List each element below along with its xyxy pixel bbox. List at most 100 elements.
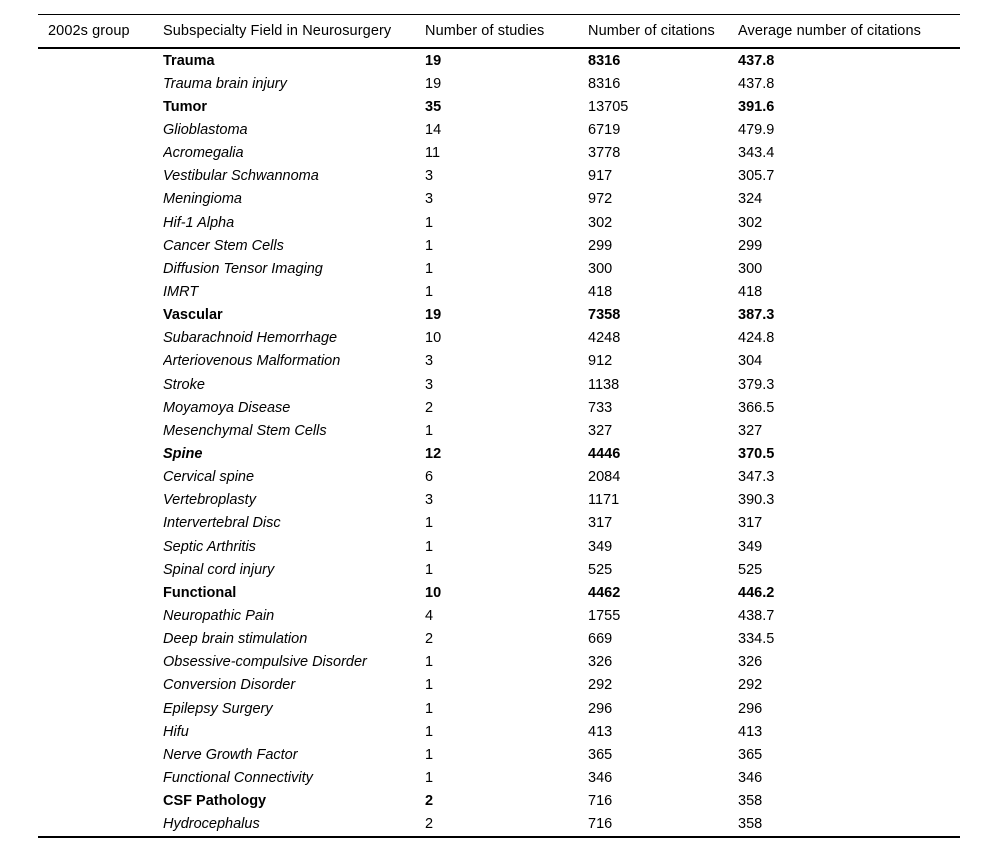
cell-avg: 365 (738, 746, 763, 763)
cell-avg: 413 (738, 723, 763, 740)
table-row: Epilepsy Surgery 1 296 296 (38, 697, 960, 720)
cell-studies: 1 (425, 654, 434, 671)
cell-studies: 19 (425, 307, 442, 324)
cell-studies: 10 (425, 330, 442, 347)
cell-field: Arteriovenous Malformation (163, 353, 341, 370)
table-row: Diffusion Tensor Imaging 1 300 300 (38, 257, 960, 280)
header-citations-column: Number of citations (588, 23, 715, 39)
cell-citations: 296 (588, 700, 613, 717)
cell-avg: 343.4 (738, 145, 775, 162)
cell-field: Conversion Disorder (163, 677, 296, 694)
header-group-column: 2002s group (48, 23, 130, 39)
cell-avg: 324 (738, 191, 763, 208)
cell-citations: 365 (588, 746, 613, 763)
table-row: Moyamoya Disease 2 733 366.5 (38, 396, 960, 419)
cell-studies: 14 (425, 121, 442, 138)
cell-field: Spinal cord injury (163, 561, 275, 578)
cell-citations: 300 (588, 260, 613, 277)
cell-avg: 349 (738, 538, 763, 555)
cell-citations: 716 (588, 816, 613, 833)
cell-field: Trauma (163, 52, 215, 69)
cell-studies: 19 (425, 52, 442, 69)
table-row: Spine 12 4446 370.5 (38, 442, 960, 465)
cell-citations: 1171 (588, 492, 620, 509)
cell-avg: 300 (738, 260, 763, 277)
table-row: Vestibular Schwannoma 3 917 305.7 (38, 165, 960, 188)
cell-citations: 326 (588, 654, 613, 671)
table-row: Conversion Disorder 1 292 292 (38, 674, 960, 697)
cell-citations: 733 (588, 399, 613, 416)
cell-field: Hydrocephalus (163, 816, 260, 833)
cell-studies: 3 (425, 492, 434, 509)
cell-citations: 6719 (588, 121, 621, 138)
cell-studies: 1 (425, 769, 434, 786)
cell-studies: 2 (425, 631, 434, 648)
cell-citations: 418 (588, 283, 613, 300)
cell-field: Vestibular Schwannoma (163, 168, 319, 185)
table-row: Trauma 19 8316 437.8 (38, 49, 960, 72)
cell-studies: 6 (425, 469, 434, 486)
table-row: Nerve Growth Factor 1 365 365 (38, 743, 960, 766)
cell-field: CSF Pathology (163, 793, 267, 810)
table-row: Hifu 1 413 413 (38, 720, 960, 743)
table-row: Arteriovenous Malformation 3 912 304 (38, 350, 960, 373)
table-row: Septic Arthritis 1 349 349 (38, 535, 960, 558)
cell-studies: 3 (425, 191, 434, 208)
cell-field: Cancer Stem Cells (163, 237, 284, 254)
cell-studies: 11 (425, 145, 441, 162)
cell-citations: 525 (588, 561, 613, 578)
cell-citations: 8316 (588, 75, 621, 92)
table-row: Neuropathic Pain 4 1755 438.7 (38, 604, 960, 627)
cell-studies: 3 (425, 168, 434, 185)
header-studies-column: Number of studies (425, 23, 545, 39)
cell-citations: 669 (588, 631, 613, 648)
cell-field: Functional Connectivity (163, 769, 313, 786)
cell-citations: 327 (588, 422, 613, 439)
cell-avg: 317 (738, 515, 763, 532)
table-row: Deep brain stimulation 2 669 334.5 (38, 628, 960, 651)
cell-field: Acromegalia (163, 145, 244, 162)
table-row: Vascular 19 7358 387.3 (38, 304, 960, 327)
cell-studies: 4 (425, 607, 434, 624)
cell-field: Subarachnoid Hemorrhage (163, 330, 338, 347)
cell-citations: 346 (588, 769, 613, 786)
cell-field: Trauma brain injury (163, 75, 287, 92)
cell-field: Stroke (163, 376, 205, 393)
cell-studies: 19 (425, 75, 442, 92)
cell-avg: 379.3 (738, 376, 775, 393)
cell-avg: 334.5 (738, 631, 775, 648)
cell-avg: 446.2 (738, 584, 775, 601)
cell-field: Obsessive-compulsive Disorder (163, 654, 367, 671)
cell-studies: 1 (425, 237, 434, 254)
cell-avg: 326 (738, 654, 763, 671)
table-row: Functional 10 4462 446.2 (38, 581, 960, 604)
cell-studies: 12 (425, 445, 442, 462)
cell-field: Mesenchymal Stem Cells (163, 422, 327, 439)
cell-citations: 716 (588, 793, 613, 810)
cell-avg: 347.3 (738, 469, 775, 486)
cell-studies: 3 (425, 376, 434, 393)
cell-avg: 437.8 (738, 75, 775, 92)
cell-citations: 349 (588, 538, 613, 555)
cell-avg: 424.8 (738, 330, 775, 347)
cell-studies: 1 (425, 283, 434, 300)
table-row: IMRT 1 418 418 (38, 280, 960, 303)
table-row: Hif-1 Alpha 1 302 302 (38, 211, 960, 234)
cell-avg: 525 (738, 561, 763, 578)
cell-avg: 299 (738, 237, 763, 254)
cell-studies: 1 (425, 677, 434, 694)
cell-studies: 35 (425, 98, 442, 115)
cell-citations: 7358 (588, 307, 621, 324)
table-row: Spinal cord injury 1 525 525 (38, 558, 960, 581)
cell-citations: 4248 (588, 330, 621, 347)
cell-avg: 370.5 (738, 445, 775, 462)
cell-field: Glioblastoma (163, 121, 248, 138)
cell-citations: 8316 (588, 52, 621, 69)
cell-field: Septic Arthritis (163, 538, 256, 555)
cell-citations: 1755 (588, 607, 621, 624)
table-row: Glioblastoma 14 6719 479.9 (38, 118, 960, 141)
cell-citations: 413 (588, 723, 613, 740)
cell-field: Deep brain stimulation (163, 631, 308, 648)
table-row: Meningioma 3 972 324 (38, 188, 960, 211)
cell-citations: 1138 (588, 376, 620, 393)
